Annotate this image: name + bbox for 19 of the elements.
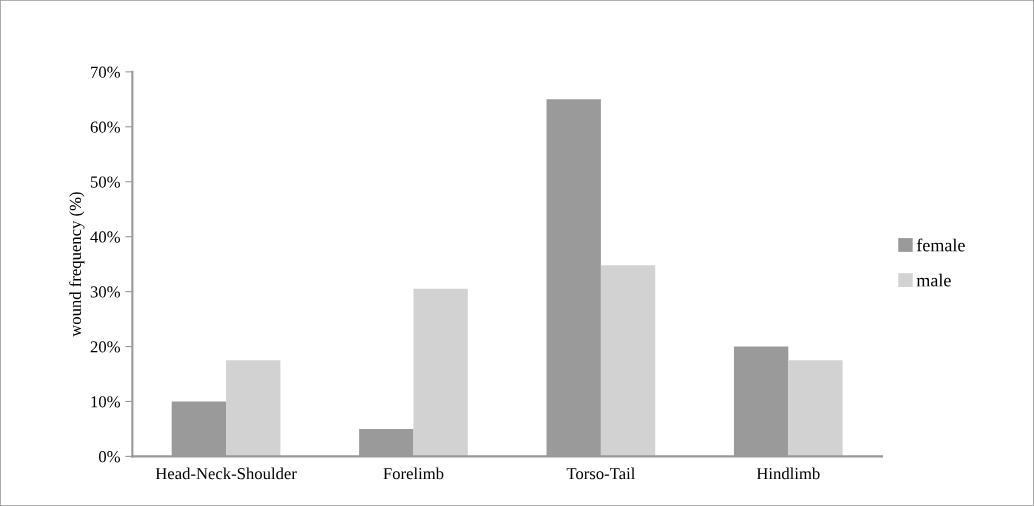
x-tick-label: Forelimb: [383, 467, 444, 480]
x-tick-label: Torso-Tail: [566, 467, 636, 480]
y-tick-label: 20%: [90, 341, 120, 353]
y-tick-label: 30%: [90, 286, 120, 298]
bar: [226, 360, 281, 457]
y-tick-label: 40%: [90, 231, 120, 243]
y-tick-label: 60%: [90, 121, 120, 133]
y-tick-label: 0%: [98, 451, 120, 463]
y-tick-label: 10%: [91, 396, 120, 408]
y-axis-title: wound frequency (%): [69, 192, 85, 337]
x-tick-label: Head-Neck-Shoulder: [155, 467, 297, 480]
legend-label: male: [916, 273, 951, 287]
bar: [788, 360, 843, 457]
bar: [413, 288, 468, 457]
x-tick-label: Hindlimb: [756, 467, 820, 480]
y-tick-label: 50%: [90, 176, 120, 188]
bar: [600, 265, 656, 457]
y-tick-label: 70%: [91, 66, 120, 78]
legend-label: female: [916, 238, 965, 252]
